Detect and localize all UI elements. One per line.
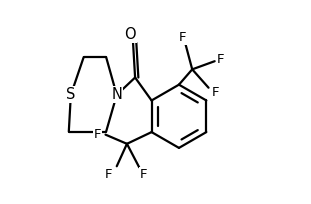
Text: F: F xyxy=(94,128,101,141)
Text: F: F xyxy=(178,31,186,44)
Text: F: F xyxy=(211,86,219,99)
Text: O: O xyxy=(124,27,136,42)
Text: F: F xyxy=(140,168,147,181)
Text: F: F xyxy=(105,168,112,181)
Text: F: F xyxy=(217,53,225,66)
Text: S: S xyxy=(66,87,76,102)
Text: N: N xyxy=(111,87,122,102)
